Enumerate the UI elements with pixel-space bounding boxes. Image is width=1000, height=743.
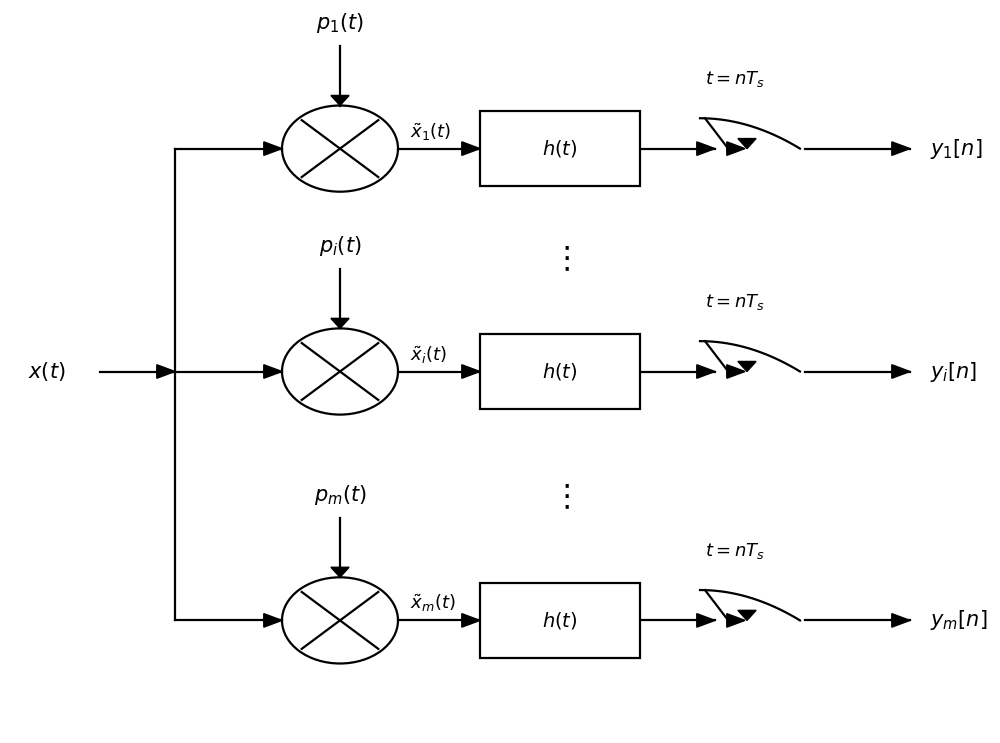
Polygon shape [462, 142, 480, 155]
Polygon shape [462, 614, 480, 627]
Polygon shape [892, 614, 910, 627]
Text: $y_m[n]$: $y_m[n]$ [930, 609, 987, 632]
Polygon shape [462, 365, 480, 378]
Polygon shape [738, 610, 756, 620]
Text: $p_1(t)$: $p_1(t)$ [316, 11, 364, 35]
Polygon shape [697, 142, 715, 155]
Bar [480, 111, 640, 186]
Text: $y_i[n]$: $y_i[n]$ [930, 360, 977, 383]
Polygon shape [738, 361, 756, 372]
Text: $h(t)$: $h(t)$ [542, 138, 578, 159]
Text: $\tilde{x}_1(t)$: $\tilde{x}_1(t)$ [410, 121, 451, 143]
Text: $t = nT_s$: $t = nT_s$ [705, 541, 765, 561]
Text: $\tilde{x}_m(t)$: $\tilde{x}_m(t)$ [410, 593, 456, 614]
Text: $h(t)$: $h(t)$ [542, 610, 578, 631]
Text: $p_m(t)$: $p_m(t)$ [314, 483, 366, 507]
Polygon shape [264, 142, 282, 155]
Polygon shape [331, 318, 349, 328]
Polygon shape [892, 142, 910, 155]
Text: $x(t)$: $x(t)$ [28, 360, 66, 383]
Text: $\tilde{x}_i(t)$: $\tilde{x}_i(t)$ [410, 344, 447, 366]
Text: $h(t)$: $h(t)$ [542, 361, 578, 382]
Text: $t = nT_s$: $t = nT_s$ [705, 292, 765, 312]
Polygon shape [727, 365, 745, 378]
Bar [480, 334, 640, 409]
Text: $\vdots$: $\vdots$ [551, 482, 569, 513]
Bar [480, 583, 640, 658]
Polygon shape [697, 365, 715, 378]
Polygon shape [331, 567, 349, 577]
Polygon shape [727, 142, 745, 155]
Polygon shape [264, 614, 282, 627]
Text: $y_1[n]$: $y_1[n]$ [930, 137, 983, 160]
Text: $t = nT_s$: $t = nT_s$ [705, 69, 765, 89]
Polygon shape [264, 365, 282, 378]
Polygon shape [331, 95, 349, 106]
Text: $\vdots$: $\vdots$ [551, 244, 569, 276]
Polygon shape [738, 138, 756, 149]
Polygon shape [697, 614, 715, 627]
Polygon shape [892, 365, 910, 378]
Text: $p_i(t)$: $p_i(t)$ [319, 234, 361, 258]
Polygon shape [727, 614, 745, 627]
Polygon shape [157, 365, 175, 378]
